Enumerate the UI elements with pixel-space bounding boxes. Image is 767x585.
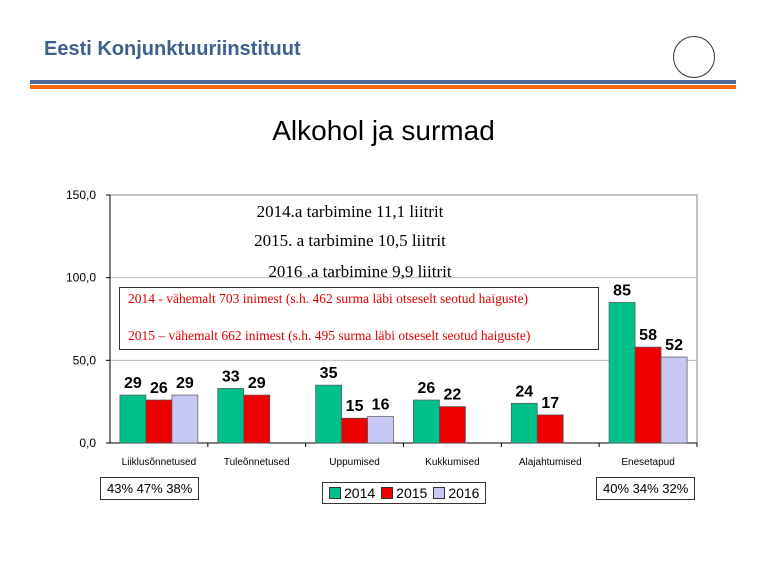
bar-2015 (145, 399, 173, 444)
data-label: 29 (248, 375, 266, 392)
x-tick-label: Liiklusõnnetused (122, 457, 197, 468)
data-label: 58 (639, 327, 657, 344)
data-label: 52 (665, 337, 683, 354)
data-label: 22 (444, 387, 462, 404)
y-tick-label: 100,0 (66, 271, 96, 285)
consumption-2015: 2015. a tarbimine 10,5 liitrit (254, 231, 446, 250)
consumption-2016: 2016 .a tarbimine 9,9 liitrit (268, 262, 452, 281)
bar-2015 (439, 406, 466, 444)
deaths-2014: 2014 - vähemalt 703 inimest (s.h. 462 su… (128, 291, 529, 306)
y-tick-label: 150,0 (66, 188, 96, 202)
data-label: 26 (418, 380, 436, 397)
bar-2015 (341, 417, 368, 444)
bar-2016 (171, 394, 199, 444)
data-label: 35 (320, 365, 338, 382)
bar-2014 (315, 384, 342, 444)
bar-2015 (243, 394, 271, 444)
data-label: 29 (124, 375, 142, 392)
data-label: 33 (222, 368, 240, 385)
data-label: 17 (541, 395, 559, 412)
legend-item-2014: 2014 (329, 485, 375, 501)
bar-2014 (217, 388, 245, 444)
bar-2014 (608, 302, 636, 444)
y-tick-label: 0,0 (79, 436, 96, 450)
institute-seal-logo (673, 36, 715, 78)
data-label: 85 (613, 282, 631, 299)
deaths-2015: 2015 – vähemalt 662 inimest (s.h. 495 su… (128, 328, 531, 343)
x-tick-label: Uppumised (329, 457, 380, 468)
organization-name: Eesti Konjunktuuriinstituut (44, 38, 301, 60)
data-label: 15 (346, 398, 364, 415)
deaths-note-box: 2014 - vähemalt 703 inimest (s.h. 462 su… (119, 287, 599, 350)
x-tick-label: Kukkumised (425, 457, 479, 468)
left-percent-box: 43% 47% 38% (100, 477, 200, 500)
bar-2016 (367, 416, 394, 444)
data-label: 29 (176, 375, 194, 392)
chart-legend: 2014 2015 2016 (322, 482, 487, 504)
consumption-2014: 2014.a tarbimine 11,1 liitrit (256, 202, 444, 221)
x-tick-label: Alajahtumised (519, 457, 582, 468)
bar-2014 (413, 399, 440, 444)
right-percent-box: 40% 34% 32% (596, 477, 696, 500)
y-tick-label: 50,0 (73, 353, 97, 367)
data-label: 24 (515, 383, 533, 400)
x-tick-label: Tuleõnnetused (224, 457, 290, 468)
x-tick-label: Enesetapud (621, 457, 674, 468)
slide-title: Alkohol ja surmad (272, 115, 495, 146)
bar-2015 (634, 346, 662, 444)
legend-item-2015: 2015 (381, 485, 427, 501)
header-divider-blue (30, 80, 736, 84)
data-label: 16 (372, 397, 390, 414)
bar-2014 (510, 402, 538, 444)
bar-2016 (660, 356, 688, 444)
bar-2015 (536, 414, 564, 444)
header-divider-orange (30, 85, 736, 89)
data-label: 26 (150, 380, 168, 397)
legend-item-2016: 2016 (433, 485, 479, 501)
bar-2014 (119, 394, 147, 444)
